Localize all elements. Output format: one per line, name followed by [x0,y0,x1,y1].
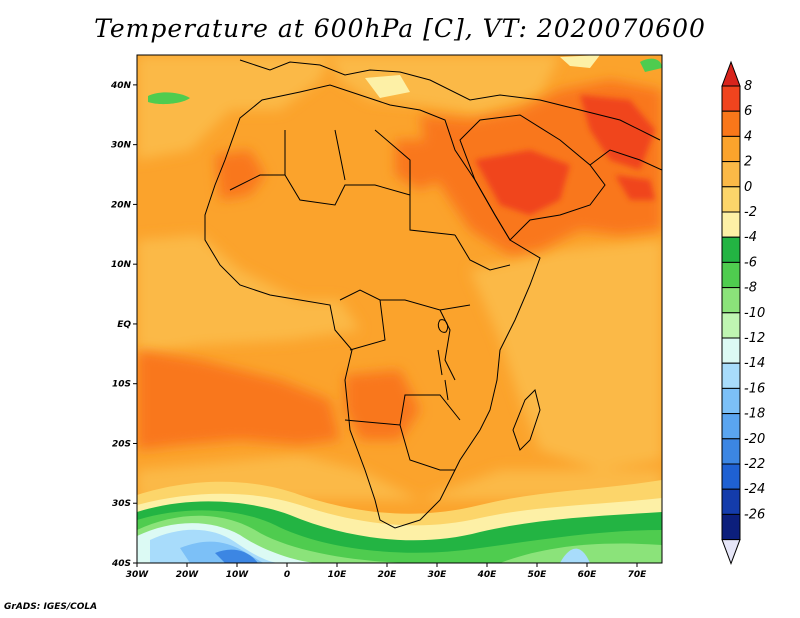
lat-tick-label: 40N [110,81,132,91]
plot-frame [136,54,663,564]
lon-tick-label: 20E [378,570,398,580]
lat-tick-label: 10N [111,260,132,270]
africa-coastline [204,84,541,529]
field-cold-atlantic-patch [148,92,190,105]
sahara-borders [284,129,411,195]
rift-lakes [437,349,449,401]
lat-tick-label: 30S [112,499,131,509]
lat-tick-label: 10S [112,380,131,390]
colorbar-label: -24 [744,482,765,497]
lon-tick-label: 30W [126,570,150,580]
field-warm-south-atlantic [137,350,340,450]
chart-title: Temperature at 600hPa [C], VT: 202007060… [94,14,706,43]
colorbar-box [721,413,741,440]
southern-africa-borders [344,394,461,471]
colorbar-label: -8 [744,281,757,296]
central-africa-borders [339,289,471,351]
field-hot-iran [580,95,655,170]
colorbar-label: 0 [744,180,752,195]
colorbar-label: -2 [744,205,757,220]
lon-tick-label: 20W [176,570,200,580]
colorbar-box [721,211,741,238]
colorbar-label: -18 [744,407,765,422]
lat-axis: 40N 30N 20N 10N EQ 10S 20S 30S 40S [110,81,137,569]
colorbar-box [721,438,741,465]
colorbar-box [721,186,741,213]
sahel-border [229,174,456,236]
field-band-indian-ocean [470,240,662,470]
colorbar-label: 8 [744,79,752,94]
field-hot-pakistan [615,175,655,200]
colorbar-label: -14 [744,356,765,371]
lat-tick-label: 40S [111,559,131,569]
lon-tick-label: 0 [284,570,290,580]
lon-tick-label: 60E [578,570,598,580]
field-warm-egypt [395,140,450,190]
lat-tick-label: 20S [112,439,131,449]
colorbar-box [721,337,741,364]
field-cool-mediterranean [365,75,410,98]
temperature-field [137,55,662,563]
colorbar-label: 6 [744,104,752,119]
colorbar-box [721,161,741,188]
colorbar-box [721,135,741,163]
colorbar-label: 2 [744,155,752,170]
lon-tick-label: 10W [226,570,250,580]
colorbar-label: -26 [744,507,765,522]
east-africa-borders [439,234,511,381]
lon-tick-label: 70E [628,570,648,580]
colorbar-box [721,312,741,339]
madagascar-coastline [512,389,541,451]
colorbar-label: -22 [744,457,765,472]
colorbar-top-arrow [721,60,741,87]
lon-tick-label: 30E [428,570,448,580]
field-band-gulf-guinea [137,235,360,355]
field-hot-arabia [475,150,570,215]
colorbar-box [721,261,741,289]
colorbar-label: -6 [744,255,757,270]
field-cold-south-deepblue [215,549,258,563]
lon-tick-label: 40E [477,570,498,580]
colorbar-box [721,387,741,415]
lat-tick-label: 20N [111,200,132,210]
colorbar-box [721,85,741,112]
colorbar-box [721,362,741,389]
arabia-coastline [459,114,606,241]
field-band-mediterranean [330,55,560,115]
lon-tick-label: 50E [528,570,548,580]
colorbar-label: 4 [744,129,752,144]
colorbar-box [721,513,741,541]
colorbar-box [721,110,741,137]
colorbar-label: -20 [744,432,765,447]
lat-tick-label: 30N [111,141,132,151]
field-warm-sahara-west [215,150,265,200]
colorbar-box [721,488,741,515]
field-band-north-atlantic [137,55,330,160]
colorbar-box [721,287,741,314]
colorbar-label: -4 [744,230,757,245]
colorbar-box [721,236,741,263]
colorbar-bottom-arrow [721,539,741,566]
lon-tick-label: 10E [328,570,348,580]
colorbar-label: -10 [744,306,765,321]
field-cold-southeast-blue [560,548,590,563]
colorbar-label: -12 [744,331,765,346]
lat-tick-label: EQ [117,320,131,330]
iran-coastline [589,149,662,171]
coastlines [204,59,662,529]
field-warm-angola [345,370,420,440]
field-cold-caspian-patch [640,58,662,72]
lake-victoria [437,319,449,333]
grads-credit: GrADS: IGES/COLA [4,602,98,612]
field-cool-black-sea [560,55,600,68]
lon-axis: 30W 20W 10W 0 10E 20E 30E 40E 50E 60E 70E [126,563,647,580]
colorbar-label: -16 [744,381,765,396]
colorbar-box [721,463,741,490]
europe-coastline [239,59,661,141]
